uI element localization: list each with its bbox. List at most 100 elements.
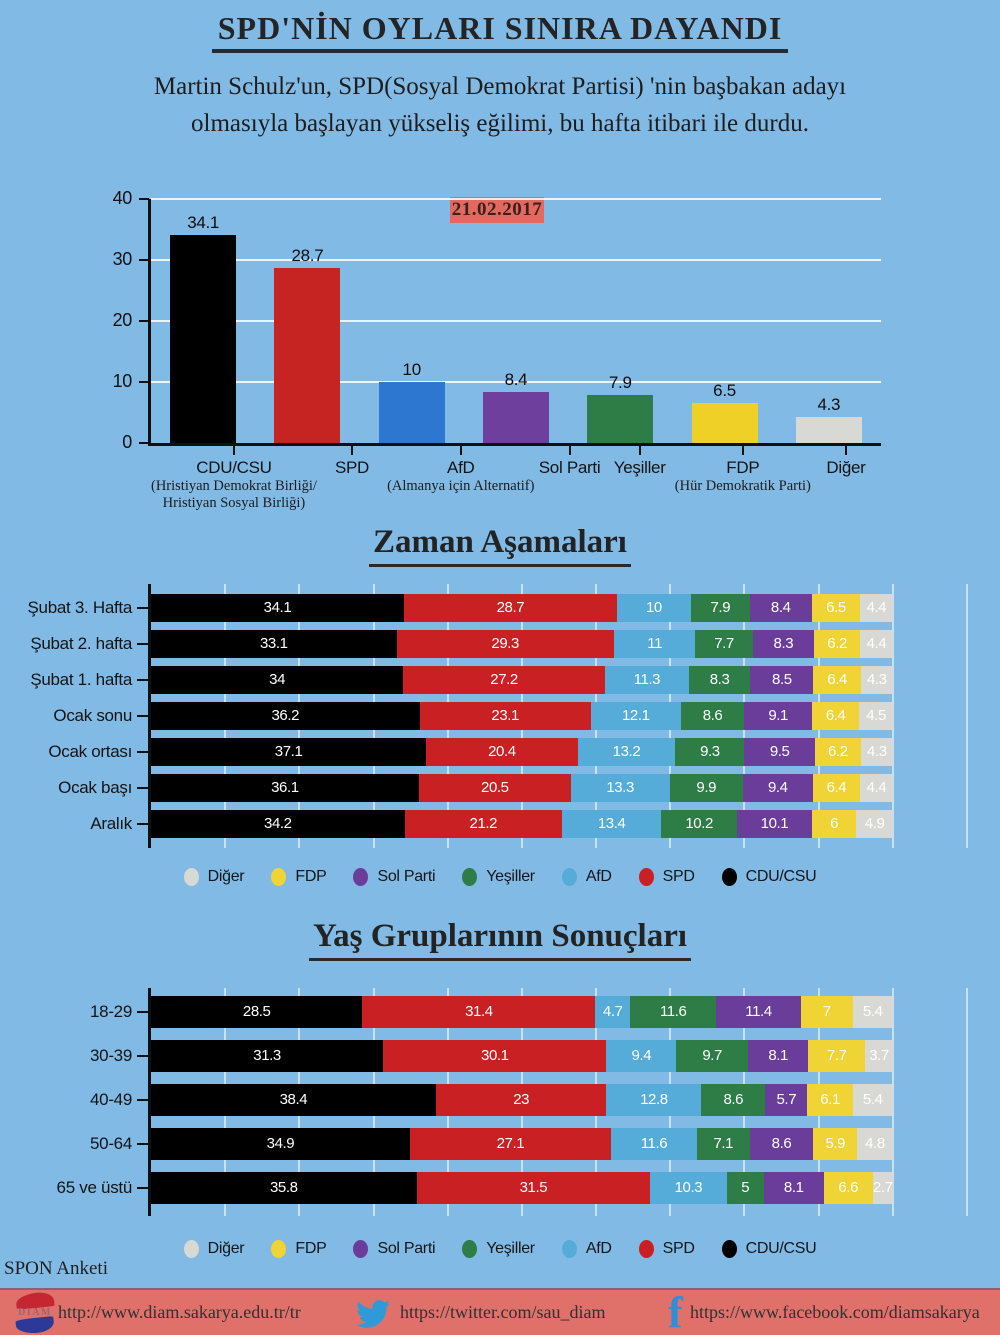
stacked-bar: 31.3 30.1 9.4 9.7 8.1 7.7 3.7 <box>151 1040 893 1072</box>
segment-Sol Parti: 5.7 <box>765 1084 808 1116</box>
CDU/CSU-legend-dot <box>721 1240 737 1258</box>
segment-CDU/CSU: 36.2 <box>151 702 420 730</box>
segment-Diğer: 4.8 <box>857 1128 893 1160</box>
segment-Sol Parti: 8.6 <box>749 1128 814 1160</box>
segment-Diğer: 4.4 <box>860 630 893 658</box>
x-axis-tick <box>459 446 462 455</box>
legend-label: FDP <box>295 868 327 885</box>
legend-item-Sol Parti: Sol Parti <box>353 868 436 886</box>
x-gridline <box>891 584 894 848</box>
twitter-link[interactable]: https://twitter.com/sau_diam <box>400 1302 606 1322</box>
bar-column-AfD: 10 <box>360 199 464 443</box>
bar-column-CDU/CSU: 34.1 <box>151 199 255 443</box>
segment-FDP: 6.5 <box>811 594 861 622</box>
bar-column-FDP: 6.5 <box>672 199 776 443</box>
segment-SPD: 21.2 <box>404 810 562 838</box>
age-groups-title: Yaş Gruplarının Sonuçları <box>308 918 692 961</box>
segment-CDU/CSU: 34 <box>151 666 404 694</box>
facebook-icon: f <box>668 1288 683 1335</box>
poll-plot: 34.1 28.7 10 8.4 7.9 6.5 4.3 <box>139 198 881 446</box>
segment-Diğer: 4.3 <box>860 738 893 766</box>
segment-SPD: 30.1 <box>383 1040 607 1072</box>
y-tick-label: 40 <box>112 188 133 208</box>
AfD-legend-dot <box>561 1240 577 1258</box>
diam-logo-text: DIAM <box>18 1307 52 1318</box>
legend-label: AfD <box>585 868 612 885</box>
segment-FDP: 5.9 <box>813 1128 858 1160</box>
segment-Yeşiller: 10.2 <box>661 810 737 838</box>
CDU/CSU-legend-dot <box>721 868 737 886</box>
age-groups-legend: Diğer FDP Sol Parti Yeşiller AfD SPD CDU/CSU <box>0 1240 1000 1258</box>
segment-Yeşiller: 9.3 <box>675 738 745 766</box>
segment-Yeşiller: 7.9 <box>691 594 750 622</box>
y-axis-tick <box>139 442 149 444</box>
facebook-link[interactable]: https://www.facebook.com/diamsakarya <box>690 1302 980 1322</box>
legend-item-Yeşiller: Yeşiller <box>462 868 535 886</box>
legend-item-Diğer: Diğer <box>183 868 245 886</box>
segment-Yeşiller: 11.6 <box>630 996 717 1028</box>
segment-Diğer: 4.9 <box>856 810 893 838</box>
Yeşiller-legend-dot <box>462 1240 478 1258</box>
bar-Yeşiller <box>587 394 654 443</box>
segment-AfD: 11.6 <box>610 1128 697 1160</box>
FDP-legend-dot <box>271 868 287 886</box>
segment-FDP: 6.4 <box>812 774 861 802</box>
segment-Diğer: 5.4 <box>852 996 893 1028</box>
legend-label: CDU/CSU <box>745 1240 817 1257</box>
segment-Sol Parti: 8.5 <box>750 666 814 694</box>
segment-Sol Parti: 8.1 <box>748 1040 809 1072</box>
segment-CDU/CSU: 35.8 <box>151 1172 417 1204</box>
y-tick-label: 20 <box>112 310 133 330</box>
Diğer-legend-dot <box>183 1240 199 1258</box>
bar-column-SPD: 28.7 <box>255 199 359 443</box>
stacked-bar: 38.4 23 12.8 8.6 5.7 6.1 5.4 <box>151 1084 893 1116</box>
segment-FDP: 6.4 <box>811 702 860 730</box>
row-label: 50-64 <box>90 1134 132 1153</box>
segment-AfD: 13.3 <box>570 774 670 802</box>
row-label: Aralık <box>90 814 132 833</box>
bar-column-Yeşiller: 7.9 <box>568 199 672 443</box>
segment-Sol Parti: 8.1 <box>763 1172 824 1204</box>
segment-SPD: 20.4 <box>426 738 578 766</box>
Sol Parti-legend-dot <box>353 1240 369 1258</box>
segment-Diğer: 2.7 <box>872 1172 893 1204</box>
segment-AfD: 10.3 <box>650 1172 727 1204</box>
y-axis-tick <box>139 320 149 322</box>
segment-Diğer: 4.4 <box>860 594 893 622</box>
legend-item-CDU/CSU: CDU/CSU <box>721 868 817 886</box>
row-tick <box>137 1099 148 1101</box>
row-tick <box>137 1143 148 1145</box>
stacked-bar: 35.8 31.5 10.3 5 8.1 6.6 2.7 <box>151 1172 893 1204</box>
segment-FDP: 6.6 <box>823 1172 873 1204</box>
diam-logo-icon: DIAM <box>12 1291 58 1335</box>
diam-website-link[interactable]: http://www.diam.sakarya.edu.tr/tr <box>58 1302 301 1322</box>
Sol Parti-legend-dot <box>353 868 369 886</box>
segment-SPD: 23 <box>435 1084 607 1116</box>
x-label-group-CDU/CSU: CDU/CSU (Hristiyan Demokrat Birliği/Hrist… <box>151 446 317 512</box>
legend-label: Yeşiller <box>486 1240 535 1257</box>
stacked-bar: 36.2 23.1 12.1 8.6 9.1 6.4 4.5 <box>151 702 893 730</box>
segment-SPD: 31.5 <box>416 1172 651 1204</box>
segment-FDP: 6.1 <box>807 1084 853 1116</box>
segment-Yeşiller: 9.7 <box>676 1040 749 1072</box>
segment-Sol Parti: 9.1 <box>744 702 812 730</box>
segment-Sol Parti: 9.4 <box>742 774 813 802</box>
row-label: Ocak ortası <box>48 742 132 761</box>
x-label-group-AfD: AfD (Almanya için Alternatif) <box>387 446 534 512</box>
row-tick <box>137 823 148 825</box>
segment-AfD: 13.4 <box>561 810 662 838</box>
x-sublabel: (Hristiyan Demokrat Birliği/ <box>151 478 317 494</box>
x-label-group-SPD: SPD <box>317 446 387 512</box>
row-label: 30-39 <box>90 1046 132 1065</box>
row-label: 40-49 <box>90 1090 132 1109</box>
row-tick <box>137 1011 148 1013</box>
segment-Yeşiller: 8.6 <box>701 1084 766 1116</box>
segment-CDU/CSU: 33.1 <box>151 630 397 658</box>
row-tick <box>137 643 148 645</box>
bar-SPD <box>274 267 341 443</box>
row-label: 65 ve üstü <box>56 1178 133 1197</box>
segment-AfD: 10 <box>616 594 692 622</box>
legend-label: Yeşiller <box>486 868 535 885</box>
segment-Diğer: 3.7 <box>865 1040 893 1072</box>
